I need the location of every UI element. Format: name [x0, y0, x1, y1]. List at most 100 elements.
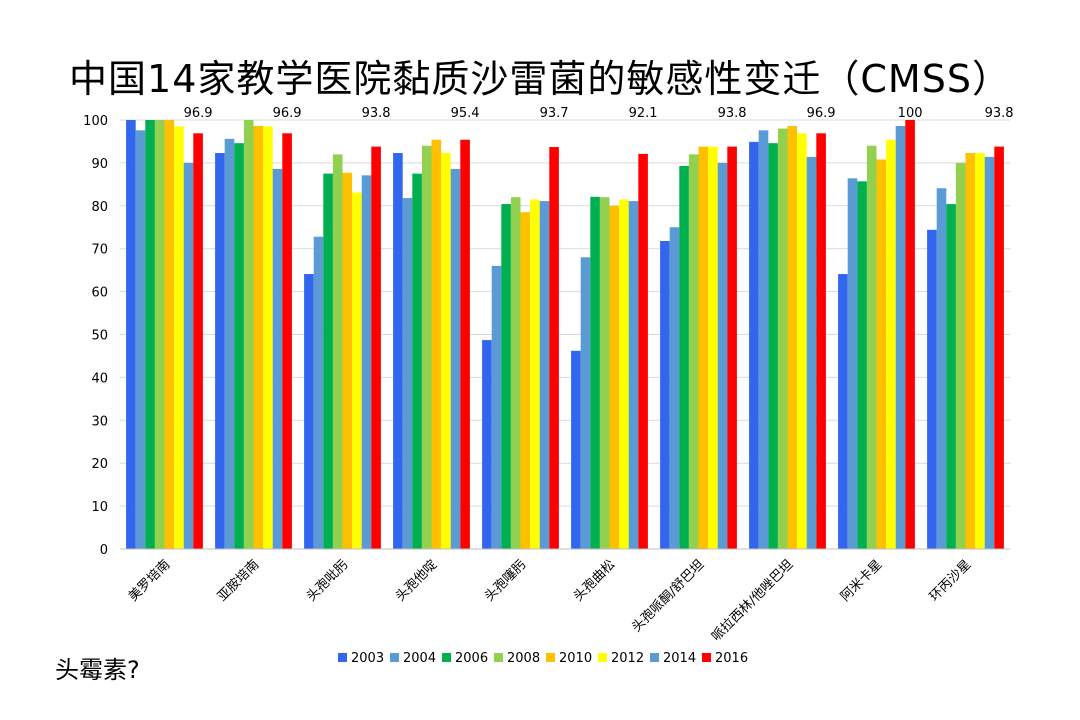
data-label: 93.7 [540, 106, 569, 121]
legend-label: 2008 [507, 651, 540, 666]
bar [955, 162, 966, 549]
footnote: 头霉素? [55, 656, 140, 684]
bar [482, 340, 492, 549]
bar [352, 192, 362, 549]
bar [272, 168, 283, 549]
bar [371, 146, 381, 549]
bar [679, 165, 689, 549]
y-tick-label: 20 [91, 457, 108, 472]
bar [895, 126, 906, 550]
bar [304, 274, 314, 549]
bar [234, 143, 244, 549]
y-tick-label: 60 [91, 286, 108, 301]
bar [698, 146, 709, 549]
bar [638, 153, 648, 550]
legend-label: 2016 [715, 651, 748, 666]
legend-swatch [390, 653, 399, 662]
bar [797, 133, 807, 549]
bar [450, 168, 461, 549]
bar [332, 154, 343, 549]
bar [491, 265, 502, 549]
x-tick-label: 头孢吡肟 [304, 557, 351, 604]
y-tick-label: 80 [91, 200, 108, 215]
bar [164, 120, 175, 549]
legend-swatch [650, 653, 659, 662]
y-tick-label: 70 [91, 243, 108, 258]
legend-label: 2004 [403, 651, 436, 666]
bar [174, 126, 184, 549]
legend-swatch [702, 653, 711, 662]
bar [965, 153, 976, 549]
x-tick-label: 头孢他啶 [393, 557, 440, 604]
data-label: 96.9 [807, 106, 836, 121]
bar [402, 198, 413, 549]
bar [609, 205, 620, 550]
bar [905, 120, 915, 549]
data-label: 100 [898, 106, 923, 121]
bar [619, 199, 629, 550]
bar [361, 175, 372, 549]
bar [688, 154, 699, 549]
legend-label: 2012 [611, 651, 644, 666]
bar [866, 145, 877, 550]
bar [510, 197, 521, 549]
data-label: 96.9 [273, 106, 302, 121]
bar [193, 133, 203, 549]
data-label: 93.8 [718, 106, 747, 121]
bar [758, 130, 769, 549]
bar [669, 227, 680, 549]
bar [857, 181, 867, 550]
legend-swatch [598, 653, 607, 662]
y-tick-label: 30 [91, 414, 108, 429]
bar [768, 143, 778, 549]
bar [838, 274, 848, 549]
bar [393, 153, 403, 549]
bar [520, 212, 531, 550]
bar [441, 153, 451, 549]
bar [135, 130, 146, 549]
bar [994, 146, 1004, 549]
legend-label: 2014 [663, 651, 696, 666]
bar [628, 201, 639, 549]
bar [224, 138, 235, 549]
data-label: 92.1 [629, 106, 658, 121]
bar [243, 120, 254, 549]
bar [717, 162, 728, 549]
bar [263, 126, 273, 549]
y-tick-label: 0 [100, 543, 108, 558]
y-tick-label: 40 [91, 371, 108, 386]
bar [660, 240, 670, 549]
data-label: 96.9 [184, 106, 213, 121]
legend-label: 2006 [455, 651, 488, 666]
y-tick-label: 50 [91, 329, 108, 344]
bar [590, 196, 600, 549]
bar [749, 141, 759, 549]
x-tick-label: 哌拉西林/他唑巴坦 [708, 557, 796, 645]
bar [282, 133, 292, 549]
bar [975, 153, 985, 549]
bar [501, 204, 511, 550]
x-tick-label: 头孢曲松 [571, 557, 618, 604]
bar [806, 156, 817, 550]
bar [460, 139, 470, 549]
x-tick-label: 环丙沙星 [927, 557, 974, 604]
legend-swatch [546, 653, 555, 662]
x-tick-label: 头孢噻肟 [481, 557, 529, 605]
bar [154, 120, 165, 549]
bar [727, 146, 737, 549]
x-tick-label: 亚胺培南 [214, 557, 262, 605]
x-tick-label: 阿米卡星 [838, 557, 885, 604]
x-tick-label: 头孢哌酮/舒巴坦 [629, 557, 708, 636]
bar [539, 201, 550, 549]
bar [183, 162, 194, 549]
bar [936, 188, 947, 549]
bar [580, 257, 591, 549]
legend-swatch [494, 653, 503, 662]
bar [571, 350, 581, 549]
x-tick-label: 美罗培南 [125, 557, 173, 605]
bar [816, 133, 826, 549]
bar [946, 204, 956, 550]
bar [145, 120, 155, 549]
y-tick-label: 100 [83, 114, 108, 129]
